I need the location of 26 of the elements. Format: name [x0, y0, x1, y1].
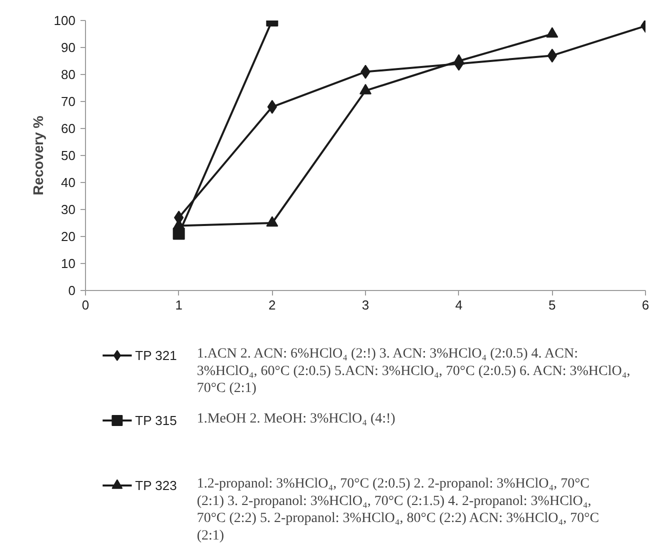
- point: [266, 216, 278, 227]
- x-tick-label: 0: [82, 298, 90, 312]
- y-tick-label: 70: [61, 94, 76, 109]
- y-tick-label: 100: [54, 13, 76, 28]
- text: 1.MeOH 2. MeOH: 3%HClO₄ (4:!): [196, 412, 396, 426]
- x-tick-label: 2: [268, 298, 276, 312]
- y-axis-title: Recovery %: [30, 115, 46, 196]
- legend-label: TP 315: [135, 413, 177, 428]
- y-tick-label: 30: [61, 202, 76, 217]
- y-tick-label: 40: [61, 175, 76, 190]
- y-tick-label: 90: [61, 40, 76, 55]
- legend-label: TP 321: [135, 348, 177, 363]
- y-tick-label: 10: [61, 256, 76, 271]
- x-tick-label: 3: [362, 298, 370, 312]
- x-tick-label: 6: [642, 298, 650, 312]
- x-tick-label: 5: [548, 298, 556, 312]
- x-tick-label: 1: [175, 298, 182, 312]
- x-tick-label: 4: [455, 298, 462, 312]
- y-tick-label: 80: [61, 67, 76, 82]
- y-tick-label: 20: [61, 229, 76, 244]
- y-tick-label: 50: [61, 148, 76, 163]
- text: 1.ACN 2. ACN: 6%HClO₄ (2:!) 3. ACN: 3%HClO₄ (2:0.5) 4. ACN: 3%HClO₄, 60°C (2:0.5) 5.ACN: 3%HClO₄, 70°C (2:0.5) 6. ACN: 3%HClO₄, 70°C (2:1): [196, 346, 630, 396]
- y-tick-label: 60: [61, 121, 76, 136]
- legend-label: TP 323: [135, 478, 177, 493]
- text: 1.2-propanol: 3%HClO₄, 70°C (2:0.5) 2. 2-propanol: 3%HClO₄, 70°C (2:1) 3. 2-propanol: 3%HClO₄, 70°C (2:1.5) 4. 2-propanol: 3%HClO₄, 70°C (2:2) 5. 2-propanol: 3%HClO₄, 80°C (2:2) ACN: 3%HClO₄, 70°C (2:1): [196, 476, 600, 544]
- y-tick-label: 0: [68, 283, 76, 298]
